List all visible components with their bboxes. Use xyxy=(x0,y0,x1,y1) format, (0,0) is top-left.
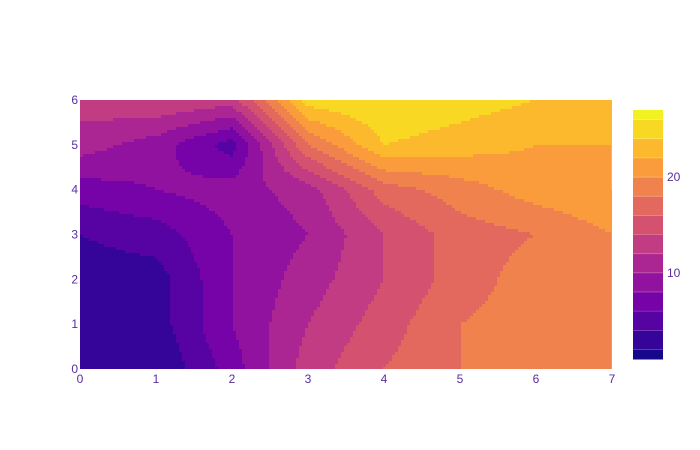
x-tick-label: 2 xyxy=(229,372,236,386)
x-tick-label: 4 xyxy=(381,372,388,386)
colorbar-band xyxy=(633,110,663,121)
y-tick-label: 0 xyxy=(71,362,78,376)
y-tick-label: 3 xyxy=(71,228,78,242)
colorbar: 10 20 xyxy=(633,110,681,360)
y-tick-label: 1 xyxy=(71,317,78,331)
contour-band-3 xyxy=(80,127,248,369)
contour-band-10 xyxy=(278,100,612,369)
x-tick-label: 5 xyxy=(457,372,464,386)
colorbar-band xyxy=(633,291,663,312)
contour-band-4 xyxy=(80,118,308,369)
y-axis: 0 1 2 3 4 5 6 xyxy=(71,93,78,376)
x-tick-label: 0 xyxy=(77,372,84,386)
colorbar-band xyxy=(633,196,663,216)
colorbar-tick-label: 10 xyxy=(667,266,681,280)
colorbar-tick-label: 20 xyxy=(667,170,681,184)
colorbar-band xyxy=(633,138,663,159)
colorbar-band xyxy=(633,119,663,140)
colorbar-band xyxy=(633,349,663,360)
colorbar-band xyxy=(633,330,663,350)
colorbar-band xyxy=(633,311,663,331)
contour-band-1 xyxy=(80,235,185,369)
y-tick-label: 6 xyxy=(71,93,78,107)
contour-band-7 xyxy=(239,100,434,369)
x-tick-label: 7 xyxy=(609,372,616,386)
plot-area xyxy=(80,100,612,369)
colorbar-band xyxy=(633,215,663,235)
colorbar-band xyxy=(633,272,663,293)
contour-band-11 xyxy=(290,100,612,190)
y-tick-label: 4 xyxy=(71,183,78,197)
colorbar-band xyxy=(633,234,663,255)
x-axis: 0 1 2 3 4 5 6 7 xyxy=(77,372,616,386)
colorbar-band xyxy=(633,157,663,178)
x-tick-label: 1 xyxy=(153,372,160,386)
contour-band-12 xyxy=(302,100,530,145)
contour-band-9 xyxy=(266,100,611,369)
x-tick-label: 6 xyxy=(533,372,540,386)
colorbar-band xyxy=(633,253,663,274)
x-tick-label: 3 xyxy=(305,372,312,386)
colorbar-band xyxy=(633,177,663,197)
y-tick-label: 5 xyxy=(71,138,78,152)
y-tick-label: 2 xyxy=(71,272,78,286)
contour-band-5 xyxy=(80,106,347,369)
contour-band-8 xyxy=(254,100,533,369)
contour-band-2 xyxy=(80,139,236,369)
